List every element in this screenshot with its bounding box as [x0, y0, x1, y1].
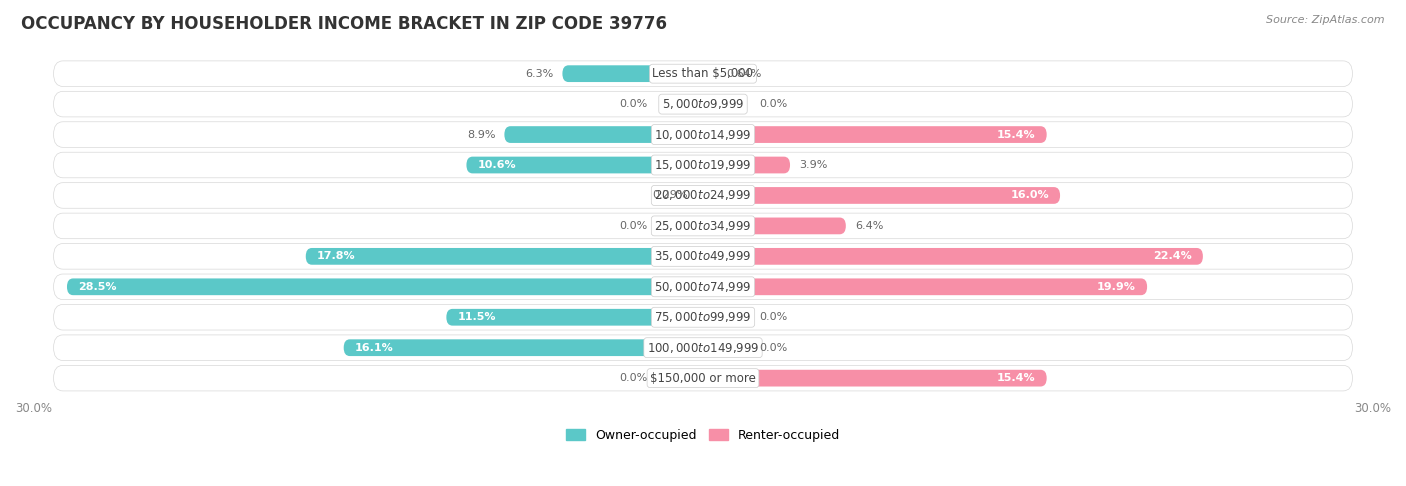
FancyBboxPatch shape — [703, 248, 1204, 265]
Text: 0.0%: 0.0% — [619, 373, 647, 383]
Text: $75,000 to $99,999: $75,000 to $99,999 — [654, 310, 752, 324]
Text: Less than $5,000: Less than $5,000 — [652, 67, 754, 80]
Text: Source: ZipAtlas.com: Source: ZipAtlas.com — [1267, 15, 1385, 25]
FancyBboxPatch shape — [703, 187, 1060, 204]
FancyBboxPatch shape — [703, 126, 1046, 143]
Text: $25,000 to $34,999: $25,000 to $34,999 — [654, 219, 752, 233]
FancyBboxPatch shape — [703, 65, 717, 82]
FancyBboxPatch shape — [53, 213, 1353, 239]
Text: 0.0%: 0.0% — [759, 343, 787, 353]
Text: $35,000 to $49,999: $35,000 to $49,999 — [654, 249, 752, 263]
Text: 16.0%: 16.0% — [1011, 191, 1049, 200]
FancyBboxPatch shape — [446, 309, 703, 326]
FancyBboxPatch shape — [505, 126, 703, 143]
Text: 0.0%: 0.0% — [619, 221, 647, 231]
Text: 0.0%: 0.0% — [619, 99, 647, 109]
FancyBboxPatch shape — [696, 187, 703, 204]
Text: $100,000 to $149,999: $100,000 to $149,999 — [647, 341, 759, 355]
FancyBboxPatch shape — [53, 152, 1353, 178]
Text: 6.3%: 6.3% — [526, 69, 554, 79]
Text: 8.9%: 8.9% — [467, 130, 495, 139]
FancyBboxPatch shape — [53, 304, 1353, 330]
FancyBboxPatch shape — [703, 370, 1046, 386]
Text: $15,000 to $19,999: $15,000 to $19,999 — [654, 158, 752, 172]
Text: 0.64%: 0.64% — [727, 69, 762, 79]
FancyBboxPatch shape — [703, 156, 790, 174]
Text: $5,000 to $9,999: $5,000 to $9,999 — [662, 97, 744, 111]
FancyBboxPatch shape — [53, 335, 1353, 361]
Text: 17.8%: 17.8% — [316, 251, 356, 261]
FancyBboxPatch shape — [53, 61, 1353, 87]
FancyBboxPatch shape — [343, 339, 703, 356]
FancyBboxPatch shape — [53, 243, 1353, 269]
FancyBboxPatch shape — [467, 156, 703, 174]
Text: $50,000 to $74,999: $50,000 to $74,999 — [654, 280, 752, 294]
Text: 0.29%: 0.29% — [652, 191, 688, 200]
FancyBboxPatch shape — [53, 365, 1353, 391]
Text: $20,000 to $24,999: $20,000 to $24,999 — [654, 189, 752, 203]
FancyBboxPatch shape — [703, 218, 846, 234]
Text: $150,000 or more: $150,000 or more — [650, 372, 756, 384]
Text: 6.4%: 6.4% — [855, 221, 883, 231]
Text: 0.0%: 0.0% — [759, 99, 787, 109]
Text: 19.9%: 19.9% — [1097, 282, 1136, 292]
FancyBboxPatch shape — [53, 183, 1353, 208]
Legend: Owner-occupied, Renter-occupied: Owner-occupied, Renter-occupied — [561, 424, 845, 447]
FancyBboxPatch shape — [53, 274, 1353, 299]
Text: 0.0%: 0.0% — [759, 312, 787, 322]
FancyBboxPatch shape — [305, 248, 703, 265]
FancyBboxPatch shape — [53, 91, 1353, 117]
FancyBboxPatch shape — [67, 278, 703, 295]
FancyBboxPatch shape — [53, 122, 1353, 147]
Text: 15.4%: 15.4% — [997, 130, 1035, 139]
Text: 3.9%: 3.9% — [799, 160, 827, 170]
Text: 11.5%: 11.5% — [457, 312, 496, 322]
Text: $10,000 to $14,999: $10,000 to $14,999 — [654, 127, 752, 141]
Text: 15.4%: 15.4% — [997, 373, 1035, 383]
Text: OCCUPANCY BY HOUSEHOLDER INCOME BRACKET IN ZIP CODE 39776: OCCUPANCY BY HOUSEHOLDER INCOME BRACKET … — [21, 15, 666, 33]
FancyBboxPatch shape — [562, 65, 703, 82]
Text: 28.5%: 28.5% — [79, 282, 117, 292]
Text: 10.6%: 10.6% — [478, 160, 516, 170]
FancyBboxPatch shape — [703, 278, 1147, 295]
Text: 16.1%: 16.1% — [354, 343, 394, 353]
Text: 22.4%: 22.4% — [1153, 251, 1192, 261]
